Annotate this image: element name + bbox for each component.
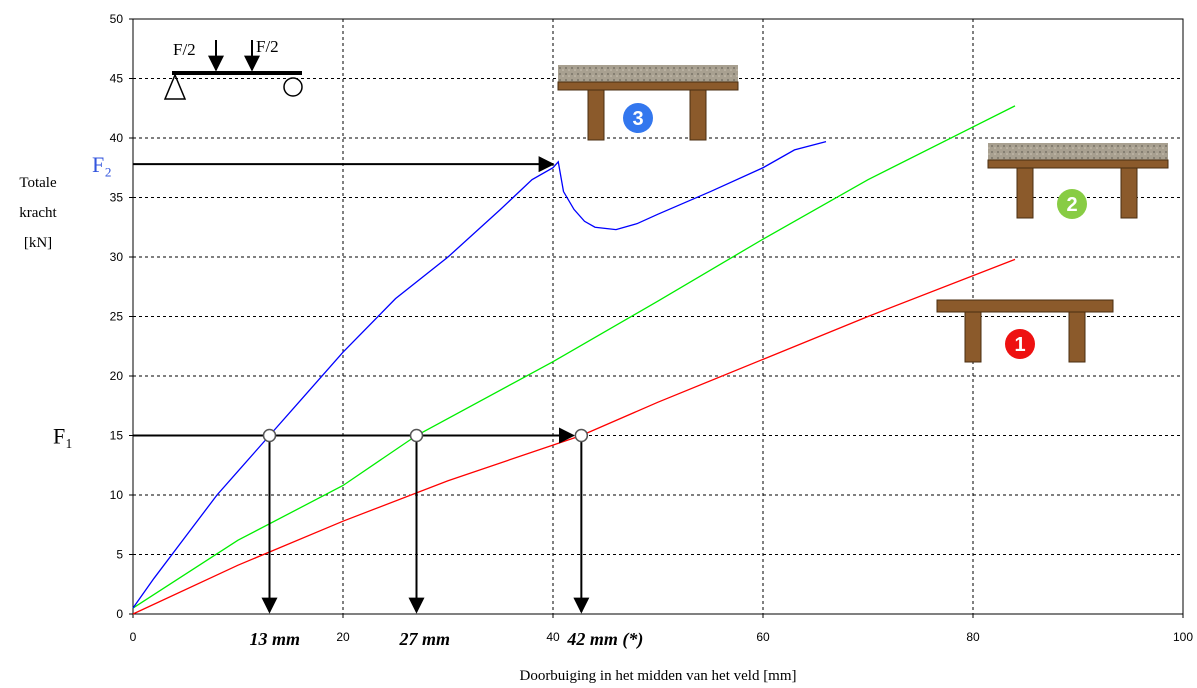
y-tick-label: 35 [110, 191, 124, 205]
load-label: F/2 [256, 37, 279, 56]
legend-label: 3 [632, 108, 643, 130]
x-tick-label: 40 [546, 630, 560, 644]
y-tick-label: 0 [116, 607, 123, 621]
y-tick-label: 40 [110, 131, 124, 145]
x-tick-label: 20 [336, 630, 350, 644]
y-tick-label: 20 [110, 369, 124, 383]
marker-label: 27 mm [399, 629, 451, 649]
marker-point [411, 430, 423, 442]
y-axis-label: kracht [19, 205, 57, 221]
chart: 0 5 10 15 20 25 30 35 40 45 50 0 20 40 60 80 100 Doorbuig… [0, 0, 1197, 688]
x-tick-label: 60 [756, 630, 770, 644]
x-tick-label: 0 [130, 630, 137, 644]
f1-label: F₁ [53, 424, 73, 449]
x-tick-label: 100 [1173, 630, 1193, 644]
y-axis-label: [kN] [24, 235, 52, 251]
legend-label: 1 [1014, 334, 1025, 356]
marker-point [264, 430, 276, 442]
data-line [133, 142, 826, 608]
x-tick-label: 80 [966, 630, 980, 644]
marker-point [575, 430, 587, 442]
marker-label: 42 mm (*) [566, 629, 643, 650]
x-axis-label: Doorbuiging in het midden van het veld [… [519, 668, 796, 684]
legend-label: 2 [1066, 194, 1077, 216]
y-tick-label: 30 [110, 250, 124, 264]
f2-label: F₂ [92, 152, 112, 177]
y-tick-label: 5 [116, 548, 123, 562]
marker-label: 13 mm [250, 629, 301, 649]
y-tick-label: 10 [110, 488, 124, 502]
y-tick-label: 15 [110, 429, 124, 443]
y-tick-label: 45 [110, 72, 124, 86]
load-label: F/2 [173, 40, 196, 59]
data-line [133, 106, 1015, 608]
y-tick-label: 50 [110, 12, 124, 26]
y-axis-label: Totale [19, 175, 57, 191]
y-tick-label: 25 [110, 310, 124, 324]
